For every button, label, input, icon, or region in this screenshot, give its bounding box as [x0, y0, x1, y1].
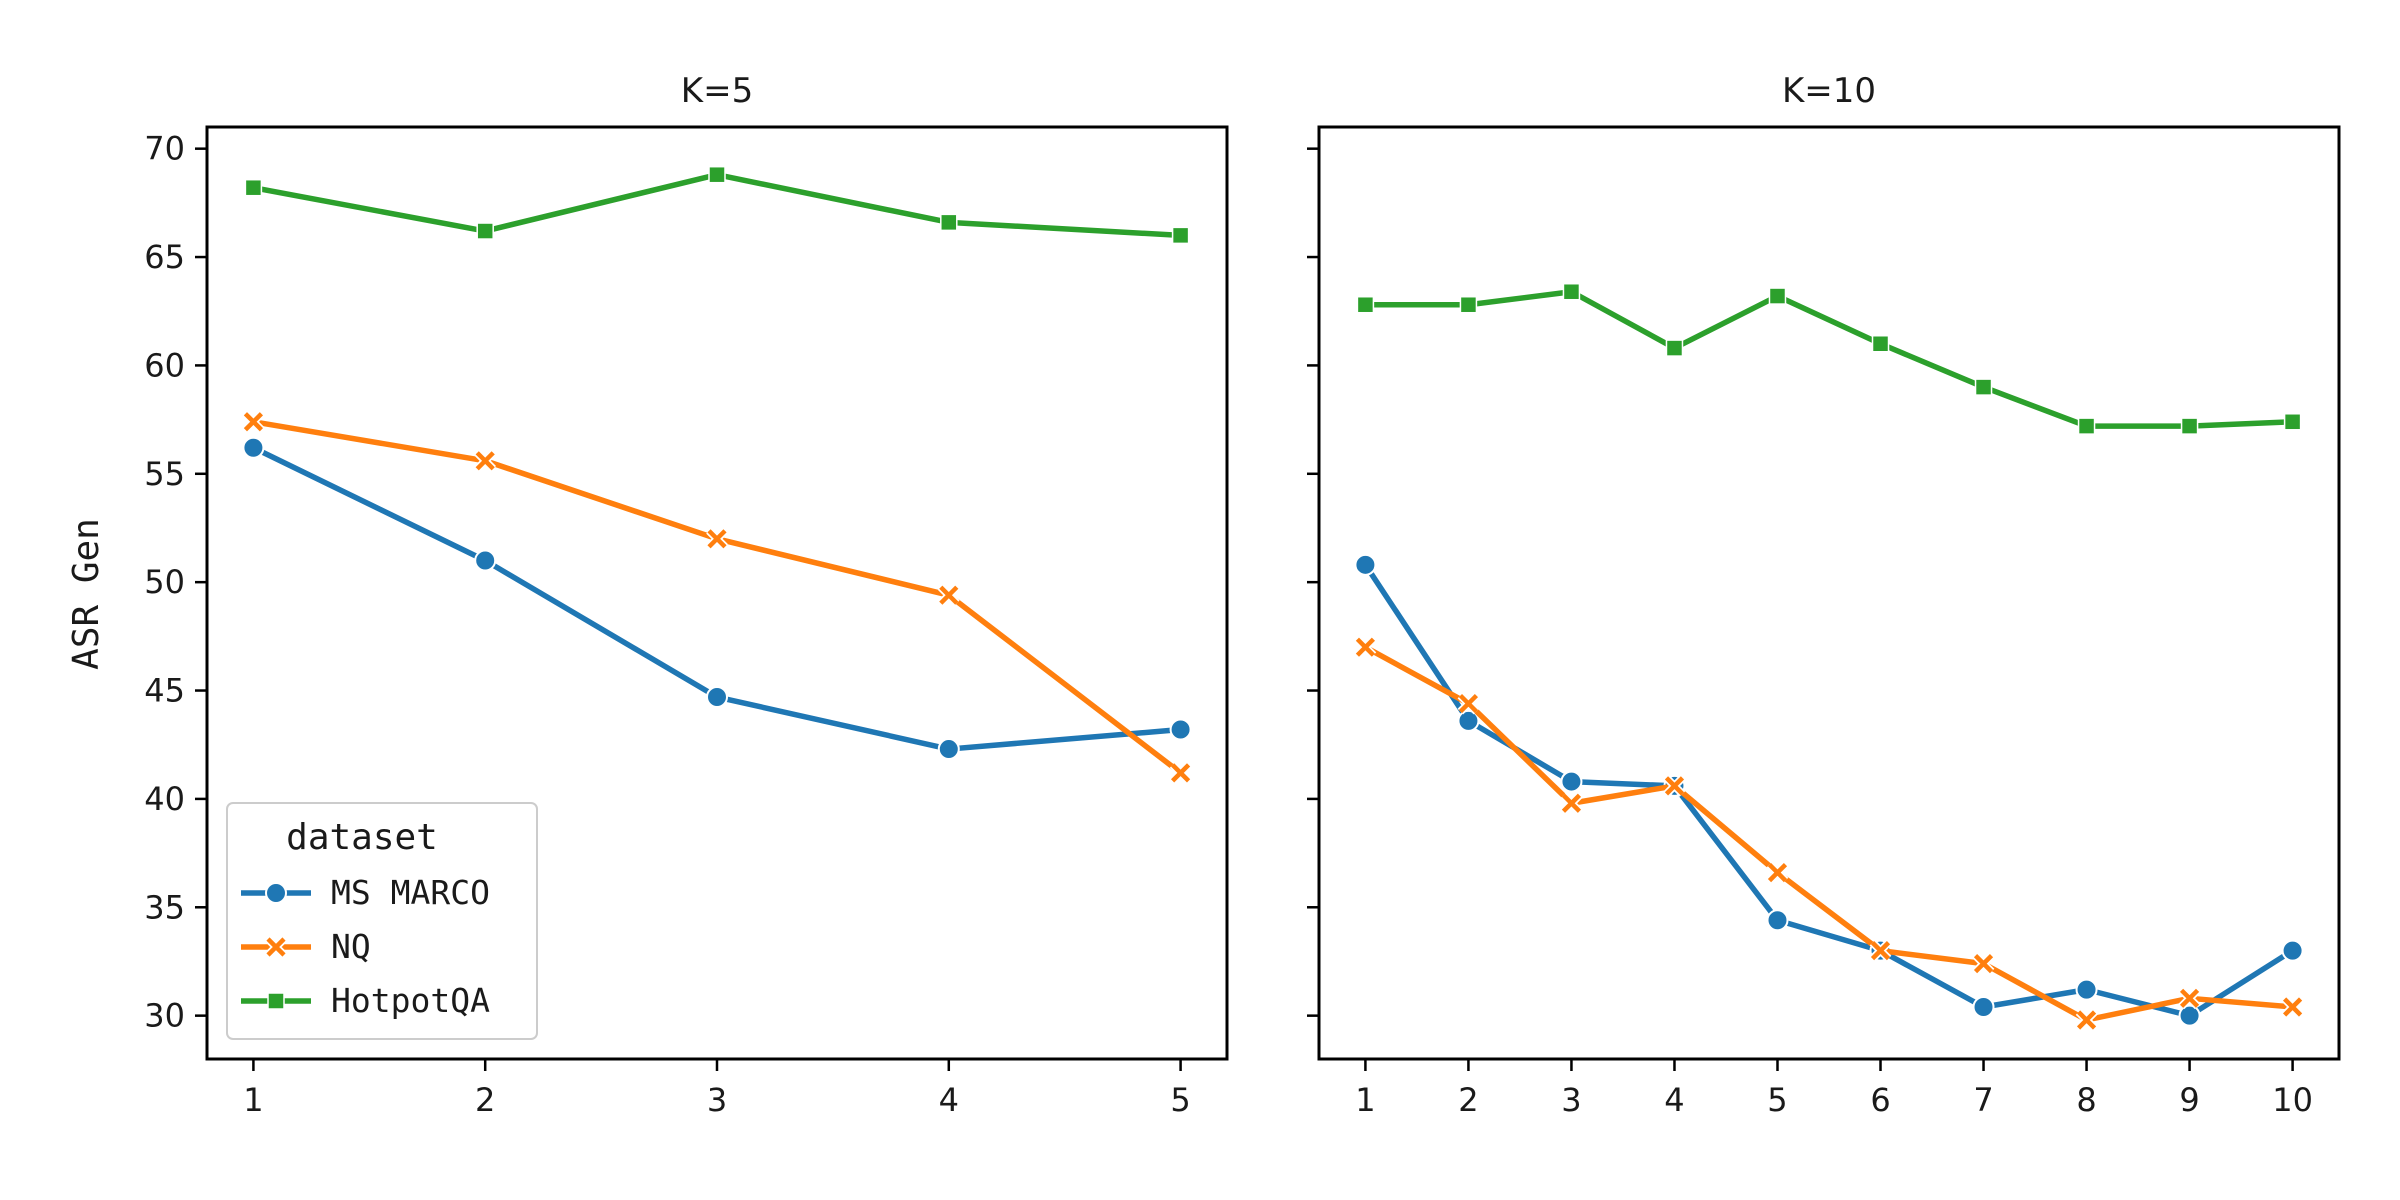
x-tick-label: 7: [1973, 1081, 1993, 1119]
y-tick-label: 60: [144, 346, 185, 384]
x-tick-label: 3: [1561, 1081, 1581, 1119]
y-tick-label: 50: [144, 563, 185, 601]
data-point: [1766, 909, 1789, 932]
data-point: [706, 686, 728, 709]
legend-swatch-marker: [267, 992, 285, 1010]
data-point: [1169, 762, 1192, 784]
data-point: [1766, 861, 1789, 884]
x-tick-label: 6: [1870, 1081, 1890, 1119]
series-hotpotqa: [244, 165, 1190, 245]
x-tick-label: 2: [475, 1081, 495, 1119]
data-point: [1663, 775, 1686, 797]
data-point: [1457, 692, 1480, 715]
data-point: [2180, 417, 2199, 435]
data-point: [2075, 978, 2098, 1001]
legend-entry-hotpotqa: HotpotQA: [241, 981, 490, 1020]
plot-frame: [1317, 125, 2341, 1061]
data-point: [2178, 987, 2201, 1010]
x-tick-label: 5: [1767, 1081, 1787, 1119]
data-point: [706, 527, 728, 550]
data-point: [1354, 553, 1377, 576]
legend-entry-nq: NQ: [241, 927, 371, 966]
panel-title: K=5: [681, 71, 753, 111]
legend-label: NQ: [331, 927, 371, 966]
y-tick-label: 65: [144, 238, 185, 276]
data-point: [1457, 709, 1480, 732]
data-point: [1354, 636, 1377, 659]
data-point: [1169, 718, 1192, 741]
data-point: [474, 449, 497, 472]
legend-swatch-marker: [265, 936, 287, 958]
data-point: [1560, 792, 1583, 815]
data-point: [474, 549, 497, 572]
data-point: [1562, 282, 1581, 301]
x-tick-label: 9: [2179, 1081, 2199, 1119]
data-point: [242, 410, 265, 433]
data-point: [1871, 334, 1890, 353]
y-tick-label: 55: [144, 455, 185, 493]
data-point: [2178, 1004, 2201, 1027]
data-point: [476, 222, 494, 240]
data-point: [2281, 996, 2304, 1018]
data-point: [1972, 995, 1995, 1018]
series-line: [1362, 288, 2296, 429]
y-tick-label: 40: [144, 780, 185, 818]
data-point: [2283, 413, 2302, 431]
x-tick-label: 5: [1170, 1081, 1190, 1119]
y-tick-label: 30: [144, 997, 185, 1035]
y-axis-label: ASR Gen: [66, 518, 107, 670]
series-line: [250, 419, 1184, 776]
data-point: [2075, 1009, 2098, 1031]
series-nq: [242, 410, 1192, 784]
x-tick-label: 3: [707, 1081, 727, 1119]
data-point: [1356, 295, 1375, 314]
series-hotpotqa: [1356, 282, 2302, 435]
data-point: [937, 738, 960, 761]
data-point: [2077, 417, 2096, 435]
x-tick-label: 8: [2076, 1081, 2096, 1119]
panel-k-10: K=10 1 2 3 4 5 6 7 8 9 10: [1307, 71, 2341, 1119]
x-tick-label: 10: [2272, 1081, 2313, 1119]
data-point: [708, 165, 726, 184]
data-point: [1869, 939, 1892, 962]
x-tick-label: 1: [243, 1081, 263, 1119]
data-point: [1974, 378, 1993, 396]
series-ms-marco: [242, 436, 1192, 761]
series-nq: [1354, 636, 2304, 1031]
data-point: [244, 178, 263, 197]
legend-label: MS MARCO: [331, 873, 490, 912]
data-point: [1665, 339, 1684, 357]
data-point: [1459, 295, 1478, 314]
y-tick-label: 45: [144, 672, 185, 710]
data-point: [1560, 770, 1583, 793]
panel-title: K=10: [1782, 71, 1876, 111]
data-point: [1972, 952, 1995, 975]
x-tick-label: 2: [1458, 1081, 1478, 1119]
series-line: [1362, 562, 2296, 1019]
x-tick-label: 4: [1664, 1081, 1684, 1119]
legend-label: HotpotQA: [331, 981, 490, 1020]
legend-entry-ms-marco: MS MARCO: [241, 873, 490, 912]
x-tick-label: 4: [939, 1081, 959, 1119]
legend-title: dataset: [286, 817, 438, 858]
legend-box: [226, 802, 538, 1040]
data-point: [1171, 226, 1190, 245]
data-point: [2281, 939, 2304, 962]
legend-swatch-marker: [265, 882, 287, 904]
x-tick-label: 1: [1355, 1081, 1375, 1119]
y-tick-label: 35: [144, 888, 185, 926]
data-point: [1768, 287, 1787, 305]
legend: dataset MS MARCO NQ HotpotQA: [226, 802, 538, 1040]
series-ms-marco: [1354, 553, 2304, 1027]
data-point: [940, 213, 958, 232]
data-point: [937, 584, 960, 606]
series-line: [250, 171, 1184, 239]
series-line: [1362, 644, 2296, 1023]
data-point: [242, 436, 265, 459]
y-tick-label: 70: [144, 130, 185, 168]
plot-frame: [205, 125, 1229, 1061]
